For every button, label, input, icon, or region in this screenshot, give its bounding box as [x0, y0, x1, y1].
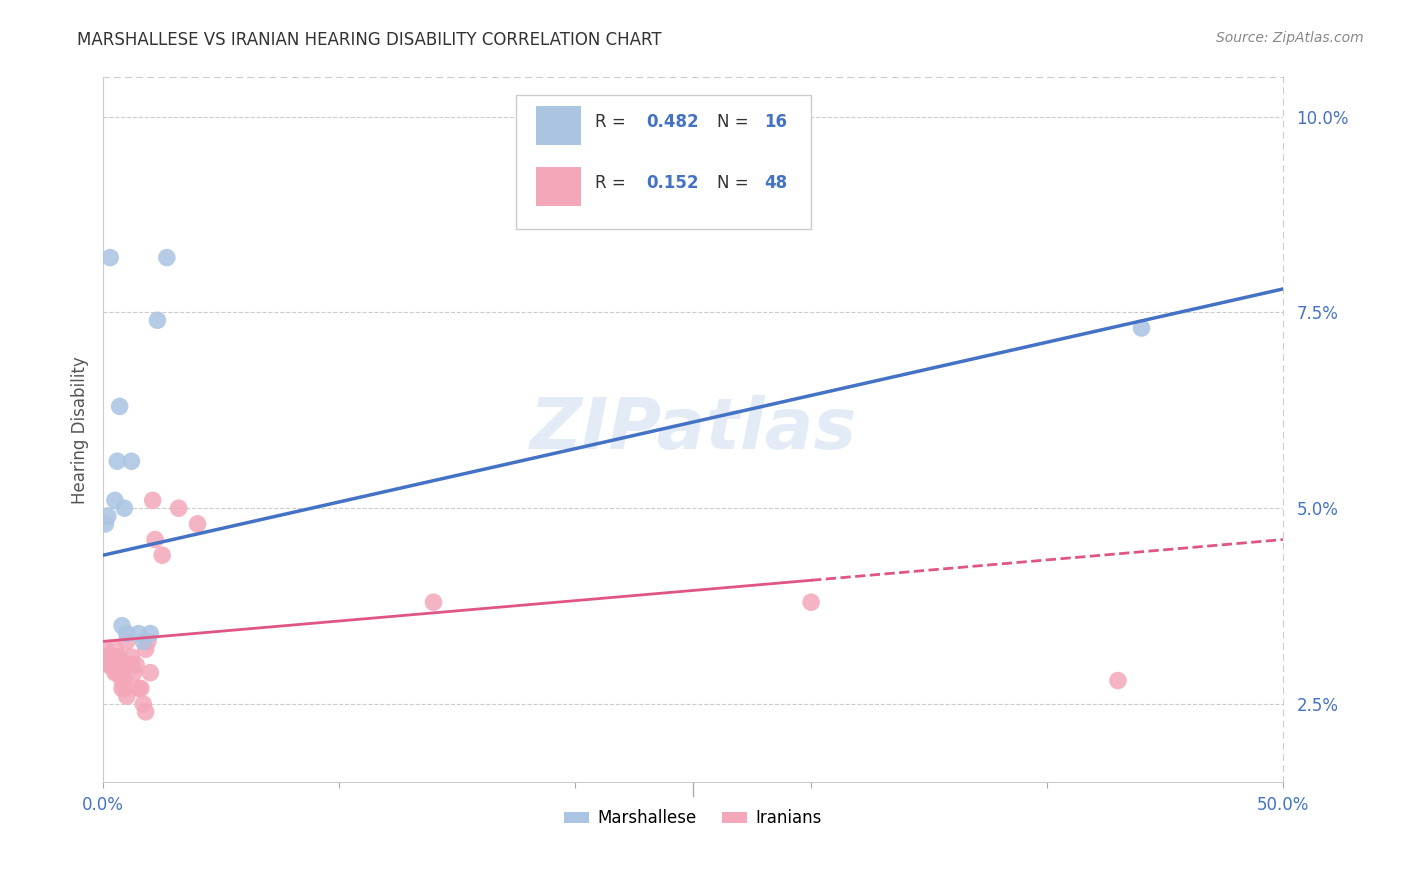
Point	[108, 665, 131, 680]
Point	[129, 681, 152, 696]
Point	[105, 657, 128, 672]
Point	[97, 657, 120, 672]
Point	[108, 657, 131, 672]
Point	[97, 509, 120, 524]
Point	[1130, 321, 1153, 335]
Point	[94, 516, 117, 531]
Text: R =: R =	[595, 174, 626, 192]
Point	[122, 665, 145, 680]
Point	[156, 251, 179, 265]
Point	[112, 673, 135, 688]
Point	[104, 665, 127, 680]
Point	[104, 642, 127, 657]
Point	[115, 626, 138, 640]
Point	[94, 650, 117, 665]
Point	[146, 313, 169, 327]
Point	[143, 533, 166, 547]
Point	[104, 657, 127, 672]
Point	[150, 548, 173, 562]
Point	[128, 626, 150, 640]
Point	[120, 657, 142, 672]
FancyBboxPatch shape	[516, 95, 811, 229]
Text: 48: 48	[763, 174, 787, 192]
Text: 16: 16	[763, 113, 787, 131]
Point	[128, 681, 150, 696]
Point	[422, 595, 444, 609]
Text: 0.152: 0.152	[645, 174, 699, 192]
Point	[139, 626, 162, 640]
Point	[98, 650, 121, 665]
Point	[98, 251, 121, 265]
Point	[105, 454, 128, 468]
Point	[98, 650, 121, 665]
Legend: Marshallese, Iranians: Marshallese, Iranians	[558, 803, 828, 834]
Point	[101, 650, 124, 665]
Point	[136, 634, 159, 648]
Point	[98, 657, 121, 672]
Point	[94, 642, 117, 657]
Text: N =: N =	[717, 174, 748, 192]
Point	[186, 516, 208, 531]
Point	[118, 657, 141, 672]
Point	[108, 400, 131, 414]
Text: R =: R =	[595, 113, 626, 131]
Y-axis label: Hearing Disability: Hearing Disability	[72, 356, 89, 504]
Point	[800, 595, 823, 609]
Point	[125, 657, 148, 672]
Point	[139, 665, 162, 680]
Text: Source: ZipAtlas.com: Source: ZipAtlas.com	[1216, 31, 1364, 45]
Point	[135, 642, 157, 657]
Point	[111, 665, 134, 680]
Text: ZIPatlas: ZIPatlas	[530, 395, 856, 465]
Point	[132, 634, 155, 648]
Point	[104, 493, 127, 508]
Point	[120, 650, 142, 665]
Point	[101, 657, 124, 672]
FancyBboxPatch shape	[536, 168, 581, 206]
Point	[104, 650, 127, 665]
Point	[115, 634, 138, 648]
Point	[112, 501, 135, 516]
Point	[120, 454, 142, 468]
Text: MARSHALLESE VS IRANIAN HEARING DISABILITY CORRELATION CHART: MARSHALLESE VS IRANIAN HEARING DISABILIT…	[77, 31, 662, 49]
Point	[118, 657, 141, 672]
FancyBboxPatch shape	[536, 106, 581, 145]
Point	[108, 650, 131, 665]
Point	[105, 665, 128, 680]
Point	[142, 493, 165, 508]
Point	[97, 650, 120, 665]
Point	[111, 681, 134, 696]
Point	[105, 650, 128, 665]
Point	[135, 705, 157, 719]
Point	[111, 618, 134, 632]
Point	[132, 697, 155, 711]
Point	[112, 681, 135, 696]
Text: N =: N =	[717, 113, 748, 131]
Point	[111, 673, 134, 688]
Point	[167, 501, 190, 516]
Point	[1107, 673, 1129, 688]
Text: 0.482: 0.482	[645, 113, 699, 131]
Point	[101, 657, 124, 672]
Point	[115, 689, 138, 703]
